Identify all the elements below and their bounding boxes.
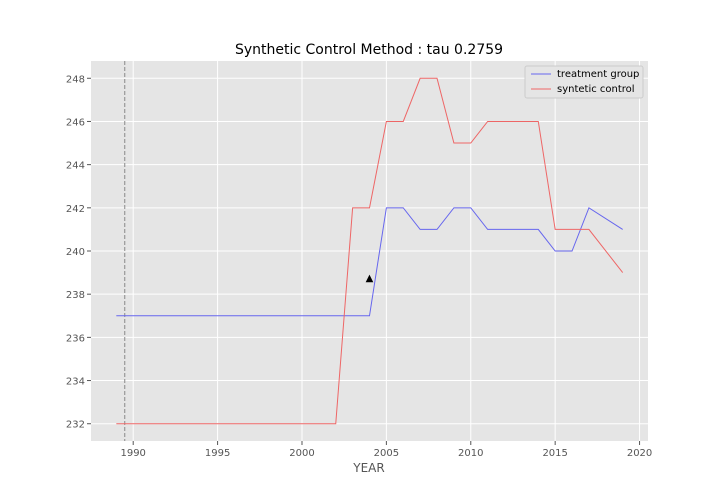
x-axis-label: YEAR bbox=[352, 461, 384, 475]
legend-label-treatment: treatment group bbox=[557, 69, 639, 80]
y-tick-label: 234 bbox=[66, 377, 85, 388]
chart-title: Synthetic Control Method : tau 0.2759 bbox=[235, 42, 503, 58]
legend: treatment group syntetic control bbox=[524, 65, 644, 99]
y-tick-label: 238 bbox=[66, 290, 85, 301]
y-tick-label: 248 bbox=[66, 74, 85, 85]
x-tick-label: 1995 bbox=[205, 448, 230, 459]
y-tick-label: 244 bbox=[66, 161, 85, 172]
y-tick-label: 232 bbox=[66, 420, 85, 431]
y-tick-label: 236 bbox=[66, 333, 85, 344]
x-tick-label: 2000 bbox=[289, 448, 314, 459]
series-line-0 bbox=[116, 207, 623, 317]
x-tick-label: 2015 bbox=[542, 448, 567, 459]
marker-point: ▲ bbox=[366, 273, 374, 284]
y-axis: 232 234 236 238 240 242 244 246 248 bbox=[66, 74, 91, 431]
x-axis: 1990 1995 2000 2005 2010 2015 2020 bbox=[120, 441, 652, 459]
x-tick-label: 2020 bbox=[627, 448, 652, 459]
x-tick-label: 1990 bbox=[120, 448, 145, 459]
x-tick-label: 2005 bbox=[374, 448, 399, 459]
y-tick-label: 242 bbox=[66, 204, 85, 215]
legend-box bbox=[524, 65, 644, 99]
y-tick-label: 246 bbox=[66, 117, 85, 128]
series-lines bbox=[116, 77, 624, 425]
x-tick-label: 2010 bbox=[458, 448, 483, 459]
y-tick-label: 240 bbox=[66, 247, 85, 258]
series-line-1 bbox=[116, 77, 624, 425]
legend-label-synthetic: syntetic control bbox=[557, 84, 635, 95]
